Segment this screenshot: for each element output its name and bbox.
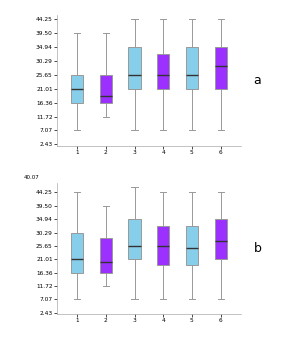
Bar [186, 47, 198, 89]
Bar [215, 47, 227, 89]
Bar [215, 219, 227, 259]
Bar [157, 226, 169, 265]
Bar [71, 233, 83, 272]
Bar [186, 226, 198, 265]
Bar [129, 219, 141, 259]
Bar [157, 54, 169, 89]
Text: b: b [253, 242, 262, 255]
Bar [71, 75, 83, 102]
Text: 40.07: 40.07 [24, 175, 40, 180]
Bar [129, 47, 141, 89]
Text: a: a [253, 74, 261, 87]
Bar [100, 75, 112, 102]
Bar [100, 238, 112, 272]
